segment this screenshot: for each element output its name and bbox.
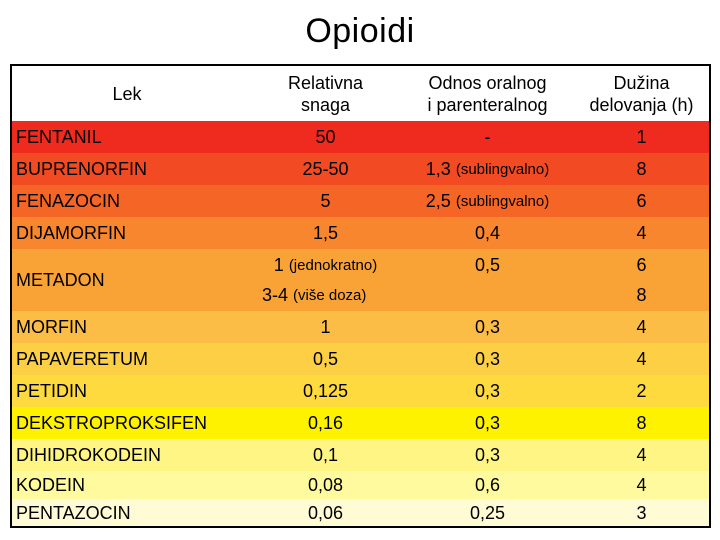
table-row-fentanil: FENTANIL 50 - 1 bbox=[12, 121, 709, 153]
oral-parenteral-ratio: 0,25 bbox=[469, 503, 506, 523]
relative-strength: 50 bbox=[315, 126, 336, 147]
table-row-dihidrokodein: DIHIDROKODEIN 0,1 0,3 4 bbox=[12, 439, 709, 471]
oral-parenteral-ratio: 0,3 bbox=[474, 348, 501, 369]
duration: 8 bbox=[636, 412, 647, 433]
table-row-buprenorfin: BUPRENORFIN 25-50 1,3 (sublingvalno) 8 bbox=[12, 153, 709, 185]
drug-name: FENTANIL bbox=[16, 126, 102, 147]
relative-strength: 25-50 bbox=[302, 158, 349, 179]
drug-name: PAPAVERETUM bbox=[16, 348, 149, 369]
table-row-petidin: PETIDIN 0,125 0,3 2 bbox=[12, 375, 709, 407]
drug-name: PENTAZOCIN bbox=[16, 503, 131, 523]
header-lek: Lek bbox=[112, 83, 142, 104]
duration: 3 bbox=[636, 503, 647, 523]
relative-strength: 0,1 bbox=[312, 444, 339, 465]
relative-strength: 0,08 bbox=[307, 474, 344, 495]
oral-parenteral-ratio: 0,5 bbox=[474, 254, 501, 275]
oral-parenteral-ratio: 0,3 bbox=[474, 316, 501, 337]
table-row-pentazocin: PENTAZOCIN 0,06 0,25 3 bbox=[12, 499, 709, 526]
duration: 4 bbox=[636, 444, 647, 465]
table-header: Lek Relativna snaga Odnos oralnog i pare… bbox=[12, 66, 709, 121]
relative-strength: 1 bbox=[320, 316, 331, 337]
oral-parenteral-ratio: 2,5 (sublingvalno) bbox=[425, 190, 550, 211]
table-row-dekstroproksifen: DEKSTROPROKSIFEN 0,16 0,3 8 bbox=[12, 407, 709, 439]
duration: 4 bbox=[636, 222, 647, 243]
duration: 4 bbox=[636, 348, 647, 369]
duration-single: 6 bbox=[636, 254, 647, 275]
drug-name: FENAZOCIN bbox=[16, 190, 121, 211]
oral-parenteral-ratio: 0,3 bbox=[474, 412, 501, 433]
oral-parenteral-ratio: 0,4 bbox=[474, 222, 501, 243]
duration: 2 bbox=[636, 380, 647, 401]
relative-strength: 0,16 bbox=[307, 412, 344, 433]
relative-strength: 0,5 bbox=[312, 348, 339, 369]
table-row-kodein: KODEIN 0,08 0,6 4 bbox=[12, 471, 709, 499]
duration: 8 bbox=[636, 158, 647, 179]
duration-multiple: 8 bbox=[636, 284, 647, 305]
header-relativna-snaga: Relativna snaga bbox=[287, 72, 364, 115]
page-title: Opioidi bbox=[305, 12, 415, 50]
opioid-table: Lek Relativna snaga Odnos oralnog i pare… bbox=[10, 64, 711, 528]
relative-strength-multiple: 3-4 (više doza) bbox=[262, 284, 367, 305]
table-row-dijamorfin: DIJAMORFIN 1,5 0,4 4 bbox=[12, 217, 709, 249]
drug-name: DIJAMORFIN bbox=[16, 222, 126, 243]
table-row-morfin: MORFIN 1 0,3 4 bbox=[12, 311, 709, 343]
relative-strength: 1,5 bbox=[312, 222, 339, 243]
relative-strength: 0,125 bbox=[302, 380, 349, 401]
table-row-fenazocin: FENAZOCIN 5 2,5 (sublingvalno) 6 bbox=[12, 185, 709, 217]
oral-parenteral-ratio: 1,3 (sublingvalno) bbox=[425, 158, 550, 179]
relative-strength: 0,06 bbox=[307, 503, 344, 523]
oral-parenteral-ratio: 0,3 bbox=[474, 444, 501, 465]
oral-parenteral-ratio: - bbox=[484, 126, 491, 147]
duration: 1 bbox=[636, 126, 647, 147]
relative-strength-single: 1 (jednokratno) bbox=[273, 254, 378, 275]
drug-name: DEKSTROPROKSIFEN bbox=[16, 412, 208, 433]
header-odnos: Odnos oralnog i parenteralnog bbox=[427, 72, 548, 115]
header-duzina: Dužina delovanja (h) bbox=[589, 72, 694, 115]
drug-name: MORFIN bbox=[16, 316, 87, 337]
drug-name: BUPRENORFIN bbox=[16, 158, 148, 179]
drug-name: PETIDIN bbox=[16, 380, 88, 401]
duration: 4 bbox=[636, 474, 647, 495]
drug-name: KODEIN bbox=[16, 474, 86, 495]
duration: 4 bbox=[636, 316, 647, 337]
table-row-metadon: METADON 1 (jednokratno) 3-4 (više doza) … bbox=[12, 249, 709, 311]
table-row-papaveretum: PAPAVERETUM 0,5 0,3 4 bbox=[12, 343, 709, 375]
drug-name: DIHIDROKODEIN bbox=[16, 444, 162, 465]
oral-parenteral-ratio: 0,3 bbox=[474, 380, 501, 401]
oral-parenteral-ratio: 0,6 bbox=[474, 474, 501, 495]
duration: 6 bbox=[636, 190, 647, 211]
drug-name: METADON bbox=[16, 269, 105, 290]
relative-strength: 5 bbox=[320, 190, 331, 211]
